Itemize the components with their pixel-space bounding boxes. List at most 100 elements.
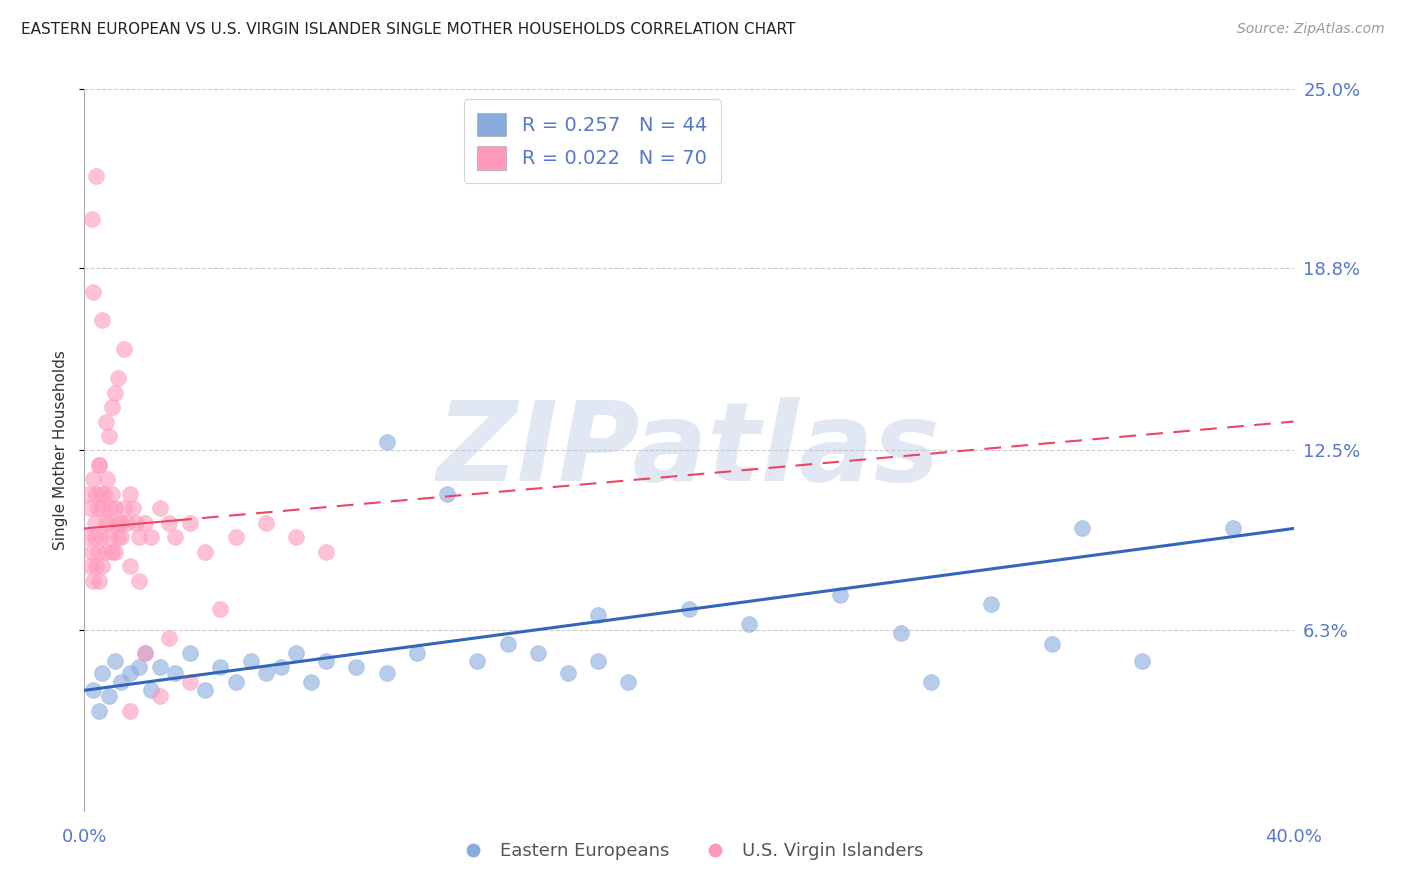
Text: ZIPatlas: ZIPatlas xyxy=(437,397,941,504)
Point xyxy=(79,559,101,574)
Point xyxy=(112,343,135,357)
Point xyxy=(209,660,232,674)
Point xyxy=(149,689,172,703)
Point xyxy=(118,704,141,718)
Point xyxy=(97,530,120,544)
Text: EASTERN EUROPEAN VS U.S. VIRGIN ISLANDER SINGLE MOTHER HOUSEHOLDS CORRELATION CH: EASTERN EUROPEAN VS U.S. VIRGIN ISLANDER… xyxy=(21,22,796,37)
Point xyxy=(98,501,121,516)
Legend: Eastern Europeans, U.S. Virgin Islanders: Eastern Europeans, U.S. Virgin Islanders xyxy=(447,835,931,868)
Point xyxy=(80,212,103,227)
Point xyxy=(97,429,120,443)
Point xyxy=(91,665,114,680)
Point xyxy=(87,544,110,558)
Point xyxy=(91,501,114,516)
Point xyxy=(285,530,308,544)
Point xyxy=(118,559,141,574)
Point xyxy=(104,655,127,669)
Point xyxy=(436,487,458,501)
Point xyxy=(254,516,277,530)
Point xyxy=(80,544,103,558)
Point xyxy=(588,608,610,623)
Point xyxy=(82,574,104,588)
Point xyxy=(84,516,107,530)
Point xyxy=(94,544,117,558)
Point xyxy=(93,487,115,501)
Point xyxy=(118,665,141,680)
Point xyxy=(118,487,141,501)
Point xyxy=(165,530,187,544)
Point xyxy=(209,602,232,616)
Point xyxy=(980,597,1002,611)
Point xyxy=(157,516,180,530)
Point xyxy=(920,674,942,689)
Point xyxy=(588,655,610,669)
Point xyxy=(830,588,852,602)
Point xyxy=(467,655,489,669)
Point xyxy=(139,683,162,698)
Point xyxy=(115,516,138,530)
Point xyxy=(254,665,277,680)
Point xyxy=(112,501,135,516)
Point xyxy=(107,371,129,385)
Point xyxy=(165,665,187,680)
Point xyxy=(104,544,127,558)
Point xyxy=(91,313,114,327)
Point xyxy=(90,530,112,544)
Point xyxy=(890,625,912,640)
Point xyxy=(406,646,429,660)
Point xyxy=(84,530,107,544)
Point xyxy=(128,530,150,544)
Point xyxy=(375,665,398,680)
Point xyxy=(77,487,100,501)
Point xyxy=(128,574,150,588)
Point xyxy=(104,385,127,400)
Point xyxy=(94,516,117,530)
Point xyxy=(149,501,172,516)
Point xyxy=(90,487,112,501)
Y-axis label: Single Mother Households: Single Mother Households xyxy=(52,351,67,550)
Point xyxy=(128,660,150,674)
Point xyxy=(738,616,761,631)
Point xyxy=(134,646,156,660)
Point xyxy=(179,646,201,660)
Point xyxy=(91,559,114,574)
Point xyxy=(125,516,148,530)
Text: Source: ZipAtlas.com: Source: ZipAtlas.com xyxy=(1237,22,1385,37)
Point xyxy=(110,530,132,544)
Point xyxy=(89,704,111,718)
Point xyxy=(315,544,337,558)
Point xyxy=(86,169,108,183)
Point xyxy=(96,472,118,486)
Point xyxy=(527,646,550,660)
Point xyxy=(134,516,156,530)
Point xyxy=(179,516,201,530)
Point xyxy=(1132,655,1154,669)
Point xyxy=(86,487,108,501)
Point xyxy=(100,487,122,501)
Point xyxy=(194,544,217,558)
Point xyxy=(121,501,143,516)
Point xyxy=(678,602,700,616)
Point xyxy=(179,674,201,689)
Point xyxy=(100,544,122,558)
Point xyxy=(79,501,101,516)
Point xyxy=(617,674,640,689)
Point xyxy=(110,674,132,689)
Point xyxy=(496,637,519,651)
Point xyxy=(225,530,247,544)
Point xyxy=(100,400,122,414)
Point xyxy=(239,655,262,669)
Point xyxy=(107,516,129,530)
Point xyxy=(346,660,368,674)
Point xyxy=(97,689,120,703)
Point xyxy=(557,665,579,680)
Point xyxy=(134,646,156,660)
Point xyxy=(375,434,398,449)
Point xyxy=(157,632,180,646)
Point xyxy=(89,458,111,472)
Point xyxy=(97,516,120,530)
Point xyxy=(82,285,104,299)
Point xyxy=(1222,521,1244,535)
Point xyxy=(107,530,129,544)
Point xyxy=(76,530,98,544)
